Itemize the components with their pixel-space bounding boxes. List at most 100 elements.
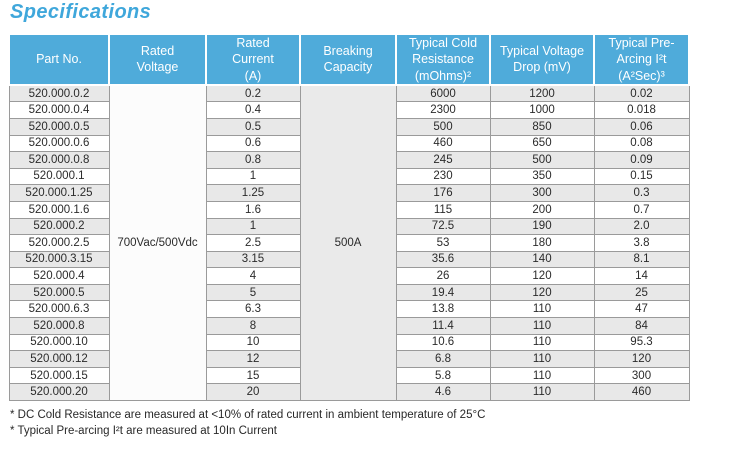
cell-pre-arcing-i2t: 25 xyxy=(593,283,690,302)
cell-voltage-drop: 1000 xyxy=(489,101,595,119)
cell-cold-resistance: 19.4 xyxy=(395,283,491,302)
cell-pre-arcing-i2t: 0.15 xyxy=(593,167,690,186)
cell-part-no: 520.000.0.5 xyxy=(8,117,110,136)
cell-voltage-drop: 180 xyxy=(489,234,595,252)
cell-part-no: 520.000.0.2 xyxy=(8,84,110,103)
cell-pre-arcing-i2t: 120 xyxy=(593,350,690,368)
cell-cold-resistance: 460 xyxy=(395,134,491,153)
cell-pre-arcing-i2t: 0.02 xyxy=(593,84,690,103)
table-row: 520.000.0.5 0.5 500 850 0.06 xyxy=(8,117,690,136)
table-row: 520.000.0.6 0.6 460 650 0.08 xyxy=(8,134,690,153)
cell-pre-arcing-i2t: 2.0 xyxy=(593,217,690,236)
spec-table-body: 520.000.0.2 700Vac/500Vdc 0.2 500A 6000 1200 0… xyxy=(8,84,690,402)
cell-breaking-capacity: 500A xyxy=(299,84,397,402)
cell-voltage-drop: 1200 xyxy=(489,84,595,103)
cell-part-no: 520.000.3.15 xyxy=(8,250,110,269)
cell-pre-arcing-i2t: 95.3 xyxy=(593,333,690,352)
cell-voltage-drop: 110 xyxy=(489,317,595,335)
cell-part-no: 520.000.6.3 xyxy=(8,300,110,319)
cell-pre-arcing-i2t: 14 xyxy=(593,267,690,285)
cell-pre-arcing-i2t: 0.018 xyxy=(593,101,690,119)
cell-part-no: 520.000.1 xyxy=(8,167,110,186)
cell-rated-current: 6.3 xyxy=(205,300,301,319)
cell-pre-arcing-i2t: 47 xyxy=(593,300,690,319)
cell-part-no: 520.000.4 xyxy=(8,267,110,285)
cell-rated-current: 1.25 xyxy=(205,184,301,202)
cell-pre-arcing-i2t: 3.8 xyxy=(593,234,690,252)
cell-part-no: 520.000.1.25 xyxy=(8,184,110,202)
cell-rated-current: 0.8 xyxy=(205,151,301,169)
cell-cold-resistance: 72.5 xyxy=(395,217,491,236)
header-voltage-drop: Typical Voltage Drop (mV) xyxy=(489,33,595,86)
cell-part-no: 520.000.20 xyxy=(8,383,110,402)
cell-voltage-drop: 120 xyxy=(489,267,595,285)
header-rated-voltage: Rated Voltage xyxy=(108,33,207,86)
cell-cold-resistance: 5.8 xyxy=(395,366,491,385)
cell-voltage-drop: 650 xyxy=(489,134,595,153)
table-row: 520.000.6.3 6.3 13.8 110 47 xyxy=(8,300,690,319)
table-row: 520.000.1.6 1.6 115 200 0.7 xyxy=(8,200,690,219)
cell-cold-resistance: 230 xyxy=(395,167,491,186)
table-row: 520.000.0.2 700Vac/500Vdc 0.2 500A 6000 1200 0… xyxy=(8,84,690,402)
table-row: 520.000.2.5 2.5 53 180 3.8 xyxy=(8,234,690,252)
cell-pre-arcing-i2t: 0.7 xyxy=(593,200,690,219)
cell-cold-resistance: 500 xyxy=(395,117,491,136)
table-row: 520.000.12 12 6.8 110 120 xyxy=(8,350,690,368)
table-header-row: Part No. Rated Voltage Rated Current (A)… xyxy=(8,33,690,86)
cell-rated-current: 12 xyxy=(205,350,301,368)
cell-cold-resistance: 6000 xyxy=(395,84,491,103)
header-pre-arcing: Typical Pre- Arcing I²t (A²Sec)³ xyxy=(593,33,690,86)
cell-voltage-drop: 200 xyxy=(489,200,595,219)
cell-rated-current: 5 xyxy=(205,283,301,302)
table-row: 520.000.4 4 26 120 14 xyxy=(8,267,690,285)
cell-rated-current: 1.6 xyxy=(205,200,301,219)
header-cold-resistance: Typical Cold Resistance (mOhms)² xyxy=(395,33,491,86)
cell-rated-current: 2.5 xyxy=(205,234,301,252)
cell-part-no: 520.000.8 xyxy=(8,317,110,335)
table-row: 520.000.1 1 230 350 0.15 xyxy=(8,167,690,186)
cell-cold-resistance: 115 xyxy=(395,200,491,219)
cell-cold-resistance: 53 xyxy=(395,234,491,252)
cell-cold-resistance: 176 xyxy=(395,184,491,202)
cell-part-no: 520.000.5 xyxy=(8,283,110,302)
table-row: 520.000.3.15 3.15 35.6 140 8.1 xyxy=(8,250,690,269)
table-row: 520.000.20 20 4.6 110 460 xyxy=(8,383,690,402)
cell-pre-arcing-i2t: 460 xyxy=(593,383,690,402)
cell-voltage-drop: 120 xyxy=(489,283,595,302)
cell-cold-resistance: 4.6 xyxy=(395,383,491,402)
header-rated-current: Rated Current (A) xyxy=(205,33,301,86)
header-breaking-capacity: Breaking Capacity xyxy=(299,33,397,86)
cell-rated-current: 0.2 xyxy=(205,84,301,103)
cell-rated-current: 1 xyxy=(205,217,301,236)
cell-voltage-drop: 300 xyxy=(489,184,595,202)
cell-voltage-drop: 500 xyxy=(489,151,595,169)
cell-cold-resistance: 11.4 xyxy=(395,317,491,335)
cell-rated-current: 0.4 xyxy=(205,101,301,119)
cell-voltage-drop: 110 xyxy=(489,333,595,352)
cell-voltage-drop: 140 xyxy=(489,250,595,269)
cell-voltage-drop: 110 xyxy=(489,366,595,385)
cell-pre-arcing-i2t: 0.06 xyxy=(593,117,690,136)
cell-rated-current: 4 xyxy=(205,267,301,285)
cell-rated-current: 0.5 xyxy=(205,117,301,136)
cell-voltage-drop: 110 xyxy=(489,383,595,402)
cell-part-no: 520.000.2 xyxy=(8,217,110,236)
page-title: Specifications xyxy=(10,1,152,23)
cell-cold-resistance: 13.8 xyxy=(395,300,491,319)
footnote-dc-cold-resistance: * DC Cold Resistance are measured at <10… xyxy=(10,409,486,421)
cell-part-no: 520.000.0.8 xyxy=(8,151,110,169)
cell-pre-arcing-i2t: 84 xyxy=(593,317,690,335)
cell-part-no: 520.000.2.5 xyxy=(8,234,110,252)
cell-cold-resistance: 6.8 xyxy=(395,350,491,368)
cell-rated-current: 8 xyxy=(205,317,301,335)
cell-rated-current: 1 xyxy=(205,167,301,186)
cell-cold-resistance: 26 xyxy=(395,267,491,285)
cell-pre-arcing-i2t: 0.09 xyxy=(593,151,690,169)
header-part-no: Part No. xyxy=(8,33,110,86)
cell-cold-resistance: 10.6 xyxy=(395,333,491,352)
cell-rated-voltage: 700Vac/500Vdc xyxy=(108,84,207,402)
cell-part-no: 520.000.1.6 xyxy=(8,200,110,219)
footnotes: * DC Cold Resistance are measured at <10… xyxy=(10,407,485,439)
cell-pre-arcing-i2t: 300 xyxy=(593,366,690,385)
cell-part-no: 520.000.10 xyxy=(8,333,110,352)
